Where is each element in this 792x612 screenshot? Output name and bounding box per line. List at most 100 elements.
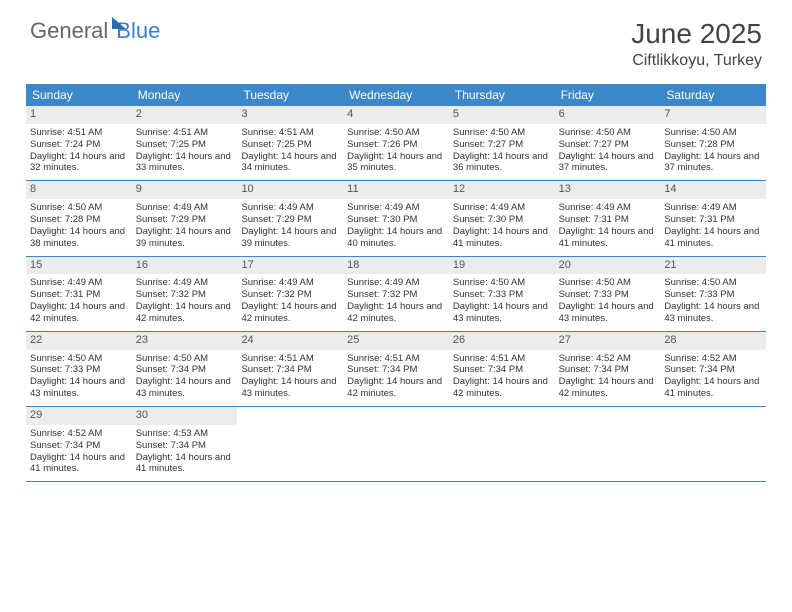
- day-number: 17: [237, 257, 343, 275]
- sunset-line: Sunset: 7:27 PM: [453, 139, 551, 151]
- day-cell: 28Sunrise: 4:52 AMSunset: 7:34 PMDayligh…: [660, 332, 766, 406]
- daylight-line: Daylight: 14 hours and 43 minutes.: [30, 376, 128, 400]
- sunrise-line: Sunrise: 4:49 AM: [347, 277, 445, 289]
- sunset-line: Sunset: 7:31 PM: [559, 214, 657, 226]
- day-number: 19: [449, 257, 555, 275]
- day-header-cell: Thursday: [449, 84, 555, 106]
- sunset-line: Sunset: 7:32 PM: [136, 289, 234, 301]
- sunset-line: Sunset: 7:33 PM: [664, 289, 762, 301]
- daylight-line: Daylight: 14 hours and 43 minutes.: [664, 301, 762, 325]
- day-number: 8: [26, 181, 132, 199]
- day-header-cell: Tuesday: [237, 84, 343, 106]
- day-cell: 27Sunrise: 4:52 AMSunset: 7:34 PMDayligh…: [555, 332, 661, 406]
- day-body: Sunrise: 4:52 AMSunset: 7:34 PMDaylight:…: [555, 350, 661, 407]
- sunset-line: Sunset: 7:24 PM: [30, 139, 128, 151]
- header: General Blue June 2025 Ciftlikkoyu, Turk…: [0, 0, 792, 76]
- day-cell: 7Sunrise: 4:50 AMSunset: 7:28 PMDaylight…: [660, 106, 766, 180]
- sunset-line: Sunset: 7:30 PM: [347, 214, 445, 226]
- sunset-line: Sunset: 7:25 PM: [136, 139, 234, 151]
- sunrise-line: Sunrise: 4:49 AM: [30, 277, 128, 289]
- day-body: Sunrise: 4:50 AMSunset: 7:33 PMDaylight:…: [449, 274, 555, 331]
- empty-cell: [343, 407, 449, 481]
- day-number: 20: [555, 257, 661, 275]
- sunset-line: Sunset: 7:28 PM: [30, 214, 128, 226]
- day-number: 26: [449, 332, 555, 350]
- sunset-line: Sunset: 7:33 PM: [453, 289, 551, 301]
- daylight-line: Daylight: 14 hours and 41 minutes.: [453, 226, 551, 250]
- daylight-line: Daylight: 14 hours and 32 minutes.: [30, 151, 128, 175]
- sunrise-line: Sunrise: 4:49 AM: [136, 202, 234, 214]
- day-number: 23: [132, 332, 238, 350]
- sunrise-line: Sunrise: 4:50 AM: [453, 127, 551, 139]
- sunset-line: Sunset: 7:34 PM: [136, 440, 234, 452]
- day-cell: 14Sunrise: 4:49 AMSunset: 7:31 PMDayligh…: [660, 181, 766, 255]
- sunset-line: Sunset: 7:34 PM: [30, 440, 128, 452]
- sunrise-line: Sunrise: 4:49 AM: [559, 202, 657, 214]
- week-row: 29Sunrise: 4:52 AMSunset: 7:34 PMDayligh…: [26, 407, 766, 482]
- day-body: Sunrise: 4:49 AMSunset: 7:32 PMDaylight:…: [237, 274, 343, 331]
- day-number: 1: [26, 106, 132, 124]
- day-body: Sunrise: 4:50 AMSunset: 7:27 PMDaylight:…: [555, 124, 661, 181]
- day-body: Sunrise: 4:51 AMSunset: 7:25 PMDaylight:…: [132, 124, 238, 181]
- day-header-row: SundayMondayTuesdayWednesdayThursdayFrid…: [26, 84, 766, 106]
- day-body: Sunrise: 4:50 AMSunset: 7:28 PMDaylight:…: [26, 199, 132, 256]
- sunrise-line: Sunrise: 4:50 AM: [453, 277, 551, 289]
- day-body: Sunrise: 4:51 AMSunset: 7:24 PMDaylight:…: [26, 124, 132, 181]
- day-cell: 13Sunrise: 4:49 AMSunset: 7:31 PMDayligh…: [555, 181, 661, 255]
- sunrise-line: Sunrise: 4:49 AM: [241, 277, 339, 289]
- daylight-line: Daylight: 14 hours and 40 minutes.: [347, 226, 445, 250]
- sunrise-line: Sunrise: 4:51 AM: [136, 127, 234, 139]
- day-number: 22: [26, 332, 132, 350]
- logo-triangle-icon: [112, 17, 126, 29]
- day-header-cell: Saturday: [660, 84, 766, 106]
- daylight-line: Daylight: 14 hours and 35 minutes.: [347, 151, 445, 175]
- day-number: 5: [449, 106, 555, 124]
- sunrise-line: Sunrise: 4:51 AM: [347, 353, 445, 365]
- sunrise-line: Sunrise: 4:50 AM: [30, 202, 128, 214]
- sunrise-line: Sunrise: 4:49 AM: [347, 202, 445, 214]
- sunrise-line: Sunrise: 4:52 AM: [664, 353, 762, 365]
- daylight-line: Daylight: 14 hours and 43 minutes.: [136, 376, 234, 400]
- day-number: 28: [660, 332, 766, 350]
- sunrise-line: Sunrise: 4:50 AM: [664, 127, 762, 139]
- day-number: 25: [343, 332, 449, 350]
- day-header-cell: Wednesday: [343, 84, 449, 106]
- sunset-line: Sunset: 7:30 PM: [453, 214, 551, 226]
- daylight-line: Daylight: 14 hours and 36 minutes.: [453, 151, 551, 175]
- sunrise-line: Sunrise: 4:50 AM: [559, 277, 657, 289]
- sunrise-line: Sunrise: 4:49 AM: [453, 202, 551, 214]
- day-cell: 26Sunrise: 4:51 AMSunset: 7:34 PMDayligh…: [449, 332, 555, 406]
- day-header-cell: Friday: [555, 84, 661, 106]
- day-body: Sunrise: 4:49 AMSunset: 7:31 PMDaylight:…: [555, 199, 661, 256]
- day-header-cell: Monday: [132, 84, 238, 106]
- day-body: Sunrise: 4:49 AMSunset: 7:32 PMDaylight:…: [132, 274, 238, 331]
- day-cell: 23Sunrise: 4:50 AMSunset: 7:34 PMDayligh…: [132, 332, 238, 406]
- sunrise-line: Sunrise: 4:49 AM: [664, 202, 762, 214]
- day-number: 14: [660, 181, 766, 199]
- day-body: Sunrise: 4:50 AMSunset: 7:33 PMDaylight:…: [26, 350, 132, 407]
- empty-cell: [660, 407, 766, 481]
- day-body: Sunrise: 4:49 AMSunset: 7:29 PMDaylight:…: [132, 199, 238, 256]
- day-body: Sunrise: 4:53 AMSunset: 7:34 PMDaylight:…: [132, 425, 238, 482]
- sunset-line: Sunset: 7:33 PM: [559, 289, 657, 301]
- day-body: Sunrise: 4:51 AMSunset: 7:34 PMDaylight:…: [343, 350, 449, 407]
- sunrise-line: Sunrise: 4:51 AM: [30, 127, 128, 139]
- daylight-line: Daylight: 14 hours and 43 minutes.: [241, 376, 339, 400]
- sunset-line: Sunset: 7:31 PM: [664, 214, 762, 226]
- daylight-line: Daylight: 14 hours and 42 minutes.: [241, 301, 339, 325]
- day-cell: 12 Sunrise: 4:49 AMSunset: 7:30 PMDayligh…: [449, 181, 555, 255]
- sunset-line: Sunset: 7:32 PM: [347, 289, 445, 301]
- sunset-line: Sunset: 7:29 PM: [241, 214, 339, 226]
- week-row: 1Sunrise: 4:51 AMSunset: 7:24 PMDaylight…: [26, 106, 766, 181]
- sunrise-line: Sunrise: 4:50 AM: [664, 277, 762, 289]
- day-cell: 18Sunrise: 4:49 AMSunset: 7:32 PMDayligh…: [343, 257, 449, 331]
- day-number: 11: [343, 181, 449, 199]
- day-number: 3: [237, 106, 343, 124]
- day-cell: 3Sunrise: 4:51 AMSunset: 7:25 PMDaylight…: [237, 106, 343, 180]
- daylight-line: Daylight: 14 hours and 37 minutes.: [559, 151, 657, 175]
- day-number: 12: [449, 181, 555, 199]
- daylight-line: Daylight: 14 hours and 33 minutes.: [136, 151, 234, 175]
- day-body: Sunrise: 4:49 AMSunset: 7:29 PMDaylight:…: [237, 199, 343, 256]
- location: Ciftlikkoyu, Turkey: [631, 52, 762, 70]
- day-cell: 4Sunrise: 4:50 AMSunset: 7:26 PMDaylight…: [343, 106, 449, 180]
